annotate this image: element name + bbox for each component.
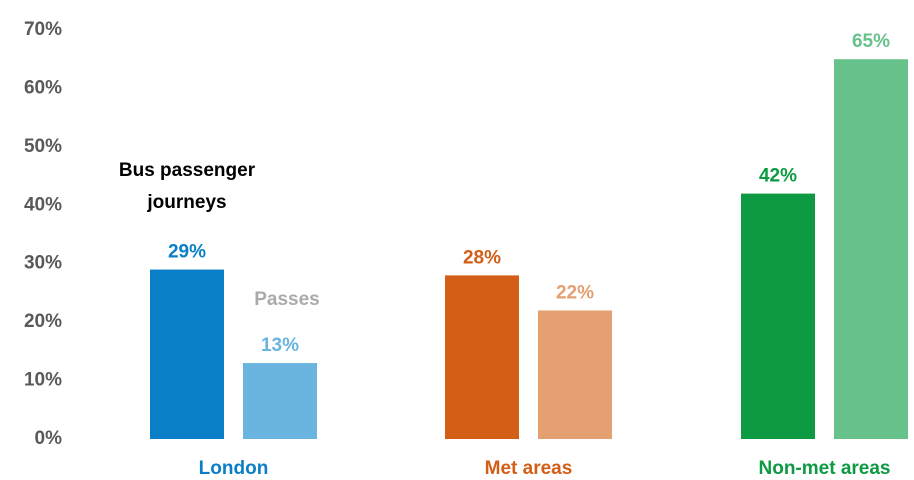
y-tick-label: 10% (24, 370, 62, 391)
legend-label: Passes (254, 289, 320, 310)
y-tick-label: 20% (24, 311, 62, 332)
value-label: 42% (759, 166, 797, 187)
x-tick-label: London (199, 458, 269, 479)
value-label: 29% (168, 242, 206, 263)
value-label: 28% (463, 247, 501, 268)
y-tick-label: 70% (24, 19, 62, 40)
x-tick-label: Non-met areas (759, 458, 891, 479)
bar (445, 275, 519, 439)
bar (741, 193, 815, 439)
bar (538, 310, 612, 439)
x-tick-label: Met areas (485, 458, 573, 479)
y-tick-label: 30% (24, 253, 62, 274)
value-label: 13% (261, 335, 299, 356)
legend-label: Bus passenger journeys (118, 160, 256, 213)
bar (150, 269, 224, 439)
value-label: 65% (852, 31, 890, 52)
y-tick-label: 60% (24, 77, 62, 98)
y-tick-label: 0% (35, 428, 63, 449)
bar (243, 363, 317, 439)
y-tick-label: 40% (24, 194, 62, 215)
y-tick-label: 50% (24, 136, 62, 157)
bar (834, 59, 908, 439)
value-label: 22% (556, 282, 594, 303)
